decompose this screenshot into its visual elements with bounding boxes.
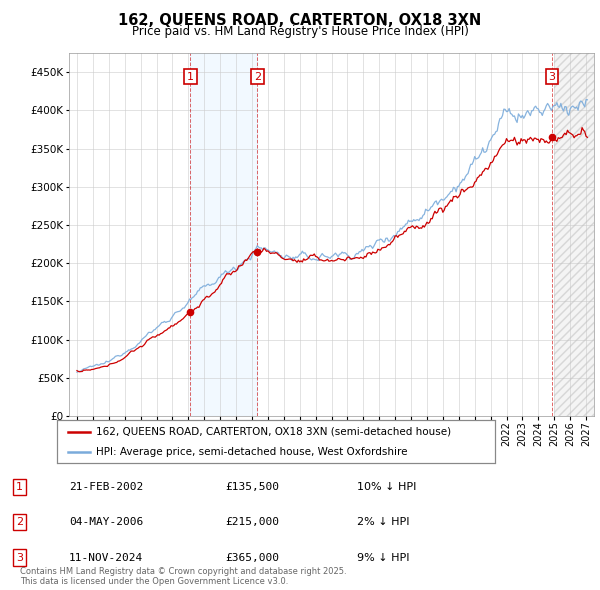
Bar [554,53,594,416]
Text: £215,000: £215,000 [225,517,279,527]
Bar [190,53,257,416]
Text: Price paid vs. HM Land Registry's House Price Index (HPI): Price paid vs. HM Land Registry's House … [131,25,469,38]
Text: 162, QUEENS ROAD, CARTERTON, OX18 3XN: 162, QUEENS ROAD, CARTERTON, OX18 3XN [118,13,482,28]
Text: 11-NOV-2024: 11-NOV-2024 [69,553,143,562]
Text: Contains HM Land Registry data © Crown copyright and database right 2025.
This d: Contains HM Land Registry data © Crown c… [20,567,346,586]
Text: 10% ↓ HPI: 10% ↓ HPI [357,482,416,491]
Text: 2: 2 [16,517,23,527]
Text: 162, QUEENS ROAD, CARTERTON, OX18 3XN (semi-detached house): 162, QUEENS ROAD, CARTERTON, OX18 3XN (s… [97,427,452,437]
Text: HPI: Average price, semi-detached house, West Oxfordshire: HPI: Average price, semi-detached house,… [97,447,408,457]
Bar [554,53,594,416]
Text: £135,500: £135,500 [225,482,279,491]
Text: 04-MAY-2006: 04-MAY-2006 [69,517,143,527]
Text: 21-FEB-2002: 21-FEB-2002 [69,482,143,491]
Bar [554,53,594,416]
Text: 2: 2 [254,72,261,81]
Text: 3: 3 [548,72,556,81]
Text: 3: 3 [16,553,23,562]
Text: 1: 1 [187,72,194,81]
Text: 9% ↓ HPI: 9% ↓ HPI [357,553,409,562]
Text: 1: 1 [16,482,23,491]
Text: 2% ↓ HPI: 2% ↓ HPI [357,517,409,527]
Text: £365,000: £365,000 [225,553,279,562]
